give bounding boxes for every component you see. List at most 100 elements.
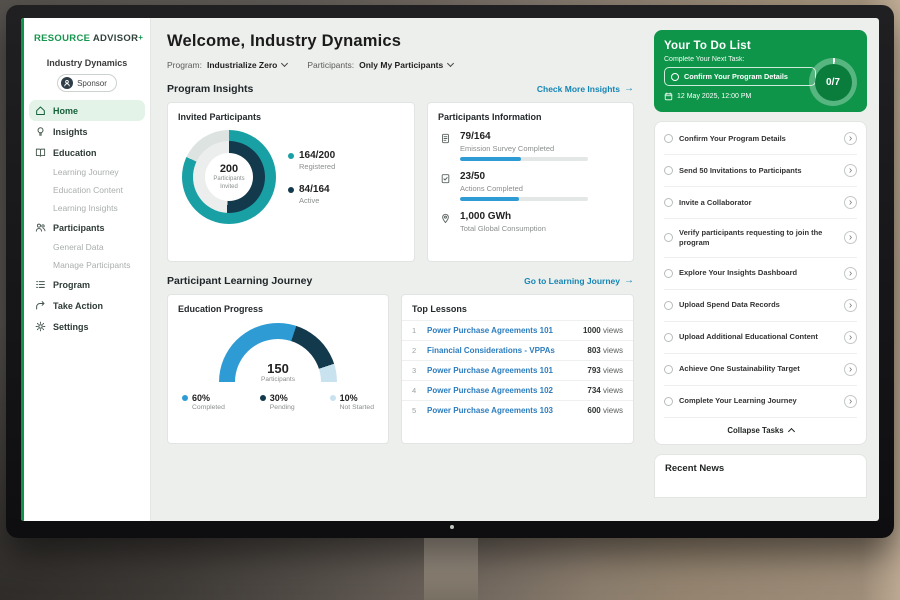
- gauge-center-value: 150: [267, 361, 289, 376]
- lesson-views: 803 views: [587, 346, 623, 355]
- lesson-views: 1000 views: [582, 326, 623, 335]
- sidebar-item[interactable]: Manage Participants: [24, 256, 150, 274]
- person-icon: [61, 77, 74, 89]
- chevron-right-icon[interactable]: ›: [844, 132, 857, 145]
- sponsor-badge[interactable]: Sponsor: [57, 74, 117, 92]
- sponsor-badge-label: Sponsor: [77, 78, 107, 88]
- arrow-right-icon: →: [624, 83, 634, 94]
- invited-participants-donut-chart: 200 Participants Invited: [182, 130, 276, 224]
- invited-participants-card: Invited Participants 200 Participants In…: [167, 102, 415, 262]
- task-checkbox[interactable]: [664, 332, 673, 342]
- sidebar-item[interactable]: Education: [24, 142, 150, 163]
- task-checkbox[interactable]: [664, 396, 673, 406]
- education-progress-gauge-chart: 150 Participants: [219, 323, 337, 383]
- todo-task-row[interactable]: Send 50 Invitations to Participants ›: [664, 155, 857, 187]
- sidebar-item[interactable]: Learning Insights: [24, 199, 150, 217]
- sidebar-item[interactable]: General Data: [24, 238, 150, 256]
- lesson-link[interactable]: Power Purchase Agreements 102: [427, 386, 553, 395]
- card-title: Top Lessons: [412, 304, 467, 314]
- todo-task-row[interactable]: Upload Additional Educational Content ›: [664, 322, 857, 354]
- lesson-link[interactable]: Power Purchase Agreements 101: [427, 366, 553, 375]
- sidebar-item[interactable]: Education Content: [24, 181, 150, 199]
- task-checkbox[interactable]: [671, 72, 679, 81]
- todo-summary-card: Your To Do List Complete Your Next Task:…: [654, 30, 867, 112]
- task-checkbox[interactable]: [664, 268, 673, 278]
- go-to-learning-journey-link[interactable]: Go to Learning Journey →: [524, 275, 634, 287]
- lesson-link[interactable]: Power Purchase Agreements 101: [427, 326, 553, 335]
- program-filter-value: Industrialize Zero: [206, 60, 278, 70]
- chevron-right-icon[interactable]: ›: [844, 266, 857, 280]
- sidebar-item-label: Settings: [53, 321, 89, 332]
- check-more-insights-link[interactable]: Check More Insights →: [536, 83, 634, 95]
- task-label: Upload Additional Educational Content: [679, 332, 818, 342]
- legend-dot: [288, 152, 294, 159]
- sidebar-item[interactable]: Take Action: [24, 295, 150, 316]
- sidebar-item-label: Education Content: [53, 185, 123, 195]
- todo-task-row[interactable]: Complete Your Learning Journey ›: [664, 386, 857, 418]
- legend-item: 30% Pending: [259, 393, 295, 411]
- sidebar: RESOURCE ADVISOR+ Industry Dynamics Spon…: [21, 18, 151, 521]
- todo-title: Your To Do List: [664, 40, 751, 52]
- survey-icon: [440, 133, 452, 144]
- lesson-link[interactable]: Financial Considerations - VPPAs: [427, 346, 555, 355]
- todo-tasks-card: Confirm Your Program Details › Send 50 I…: [654, 121, 867, 445]
- todo-task-row[interactable]: Invite a Collaborator ›: [664, 187, 857, 219]
- sidebar-item[interactable]: Learning Journey: [24, 163, 150, 181]
- logo-secondary: ADVISOR: [92, 33, 139, 44]
- participants-icon: [35, 222, 46, 233]
- card-title: Participants Information: [438, 112, 542, 122]
- task-checkbox[interactable]: [664, 166, 673, 175]
- task-checkbox[interactable]: [664, 300, 673, 310]
- lesson-row: 2 Financial Considerations - VPPAs 803 v…: [402, 340, 633, 360]
- todo-task-row[interactable]: Confirm Your Program Details ›: [664, 123, 857, 155]
- sidebar-item[interactable]: Settings: [24, 316, 150, 337]
- chevron-down-icon: [281, 59, 289, 68]
- settings-icon: [35, 321, 46, 332]
- chevron-right-icon[interactable]: ›: [844, 164, 857, 177]
- lesson-rank: 2: [412, 346, 417, 355]
- program-dropdown[interactable]: Program: Industrialize Zero: [167, 59, 289, 70]
- task-checkbox[interactable]: [664, 233, 673, 243]
- todo-subtitle: Complete Your Next Task:: [664, 56, 745, 63]
- top-lessons-card: Top Lessons 1 Power Purchase Agreements …: [401, 294, 634, 444]
- app-logo: RESOURCE ADVISOR+: [24, 33, 150, 44]
- todo-task-row[interactable]: Achieve One Sustainability Target ›: [664, 354, 857, 386]
- chevron-right-icon[interactable]: ›: [844, 231, 857, 245]
- todo-task-row[interactable]: Explore Your Insights Dashboard ›: [664, 258, 857, 290]
- progress-bar: [460, 157, 588, 161]
- task-label: Confirm Your Program Details: [679, 133, 786, 143]
- sidebar-item-label: Program: [53, 279, 91, 290]
- task-checkbox[interactable]: [664, 134, 673, 143]
- participant-stat-row: 1,000 GWh Total Global Consumption: [428, 208, 633, 240]
- sidebar-item[interactable]: Program: [24, 274, 150, 295]
- calendar-icon: [664, 92, 673, 101]
- sidebar-item[interactable]: Insights: [24, 121, 150, 142]
- arrow-right-icon: →: [624, 275, 634, 286]
- sidebar-item[interactable]: Home: [29, 100, 145, 121]
- task-checkbox[interactable]: [664, 364, 673, 374]
- lesson-rank: 5: [412, 406, 417, 415]
- todo-task-row[interactable]: Verify participants requesting to join t…: [664, 219, 857, 258]
- todo-panel: Your To Do List Complete Your Next Task:…: [646, 18, 879, 521]
- task-label: Send 50 Invitations to Participants: [679, 165, 802, 175]
- filter-bar: Program: Industrialize Zero Participants…: [167, 59, 634, 70]
- task-checkbox[interactable]: [664, 198, 673, 207]
- stat-label: Emission Survey Completed: [460, 144, 555, 153]
- participants-dropdown[interactable]: Participants: Only My Participants: [307, 59, 455, 70]
- chevron-right-icon[interactable]: ›: [844, 196, 857, 209]
- chevron-right-icon[interactable]: ›: [844, 362, 857, 376]
- task-label: Complete Your Learning Journey: [679, 396, 797, 406]
- chevron-right-icon[interactable]: ›: [844, 330, 857, 344]
- legend-item: 60% Completed: [182, 393, 225, 411]
- card-title: Invited Participants: [178, 112, 262, 122]
- chevron-right-icon[interactable]: ›: [844, 298, 857, 312]
- todo-task-row[interactable]: Upload Spend Data Records ›: [664, 290, 857, 322]
- program-insights-title: Program Insights: [167, 83, 254, 95]
- chevron-right-icon[interactable]: ›: [844, 394, 857, 408]
- next-task-pill[interactable]: Confirm Your Program Details: [664, 67, 816, 86]
- sidebar-item[interactable]: Participants: [24, 217, 150, 238]
- lesson-link[interactable]: Power Purchase Agreements 103: [427, 406, 553, 415]
- recent-news-card: Recent News: [654, 453, 867, 498]
- sidebar-item-label: General Data: [53, 242, 104, 252]
- collapse-tasks-button[interactable]: Collapse Tasks: [664, 418, 857, 444]
